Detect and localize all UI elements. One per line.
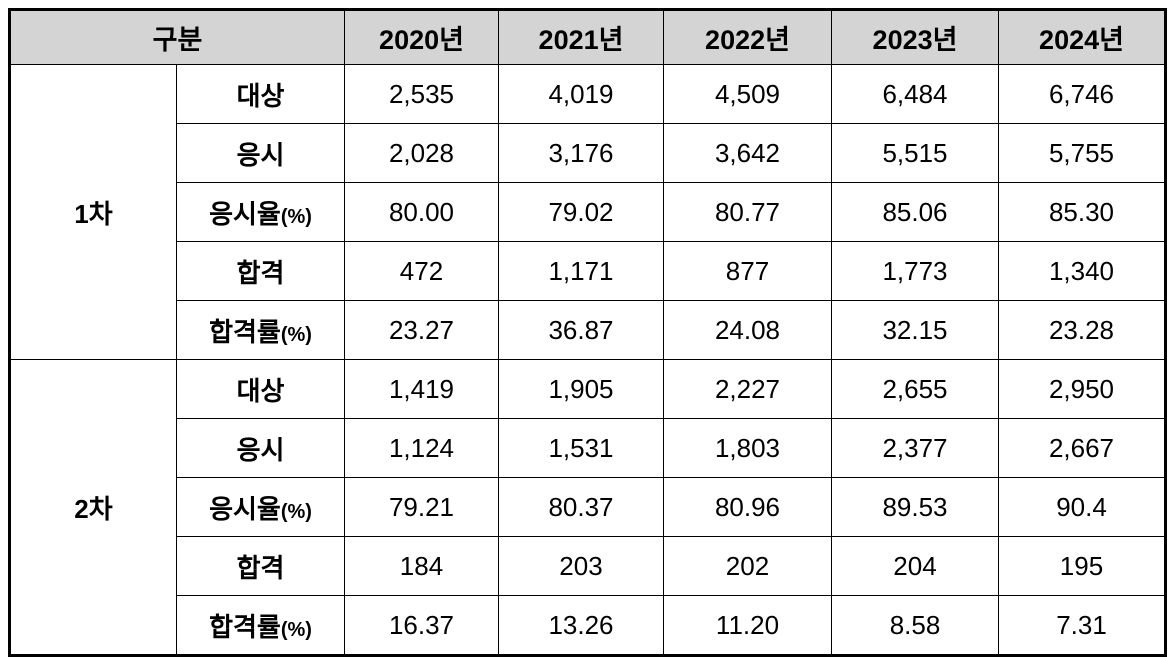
- value-cell: 1,531: [498, 418, 664, 478]
- value-cell: 5,515: [831, 123, 999, 183]
- value-cell: 79.21: [344, 477, 499, 537]
- value-cell: 877: [663, 241, 832, 301]
- value-cell: 3,176: [498, 123, 664, 183]
- row-label-text: 합격률: [209, 316, 281, 347]
- table-row: 1차 대상 2,535 4,019 4,509 6,484 6,746: [9, 64, 1166, 360]
- value-cell: 6,484: [831, 64, 999, 124]
- row-label-text: 응시: [236, 139, 285, 170]
- value-cell: 24.08: [663, 300, 832, 360]
- value-cell: 4,509: [663, 64, 832, 124]
- value-cell: 4,019: [498, 64, 664, 124]
- value-cell: 7.31: [998, 595, 1166, 656]
- section-label: 2차: [9, 359, 177, 656]
- value-cell: 2,377: [831, 418, 999, 478]
- value-cell: 203: [498, 536, 664, 596]
- row-label-text: 대상: [236, 80, 285, 111]
- row-label: 응시율(%): [176, 477, 345, 537]
- value-cell: 202: [663, 536, 832, 596]
- value-cell: 2,227: [663, 359, 832, 419]
- value-cell: 2,655: [831, 359, 999, 419]
- row-label-suffix: (%): [280, 205, 312, 228]
- value-cell: 2,950: [998, 359, 1166, 419]
- value-cell: 11.20: [663, 595, 832, 656]
- header-row: 구분 2020년 2021년 2022년 2023년 2024년: [9, 9, 1166, 65]
- row-label: 합격: [176, 241, 345, 301]
- value-cell: 80.96: [663, 477, 832, 537]
- value-cell: 80.37: [498, 477, 664, 537]
- row-label: 합격: [176, 536, 345, 596]
- row-label-text: 대상: [236, 375, 285, 406]
- value-cell: 472: [344, 241, 499, 301]
- table-row: 합격률(%) 23.27 36.87 24.08 32.15 23.28: [10, 300, 1166, 360]
- table-row: 응시 1,124 1,531 1,803 2,377 2,667: [10, 418, 1166, 478]
- row-label: 합격률(%): [176, 300, 345, 360]
- value-cell: 89.53: [831, 477, 999, 537]
- value-cell: 1,419: [344, 359, 499, 419]
- value-cell: 195: [998, 536, 1166, 596]
- header-year-2022: 2022년: [663, 9, 832, 65]
- value-cell: 2,028: [344, 123, 499, 183]
- value-cell: 36.87: [498, 300, 664, 360]
- header-year-2024: 2024년: [998, 9, 1166, 65]
- value-cell: 80.00: [344, 182, 499, 242]
- row-label-suffix: (%): [280, 500, 312, 523]
- value-cell: 204: [831, 536, 999, 596]
- header-year-2020: 2020년: [344, 9, 499, 65]
- header-year-2021: 2021년: [498, 9, 664, 65]
- value-cell: 79.02: [498, 182, 664, 242]
- value-cell: 13.26: [498, 595, 664, 656]
- value-cell: 85.30: [998, 182, 1166, 242]
- row-label: 합격률(%): [176, 595, 345, 656]
- value-cell: 1,905: [498, 359, 664, 419]
- table-row: 응시율(%) 80.00 79.02 80.77 85.06 85.30: [10, 182, 1166, 242]
- row-label-text: 합격률: [209, 611, 281, 642]
- value-cell: 2,535: [344, 64, 499, 124]
- value-cell: 1,803: [663, 418, 832, 478]
- header-year-2023: 2023년: [831, 9, 999, 65]
- value-cell: 85.06: [831, 182, 999, 242]
- row-label: 대상: [176, 359, 345, 419]
- value-cell: 5,755: [998, 123, 1166, 183]
- value-cell: 6,746: [998, 64, 1166, 124]
- value-cell: 1,171: [498, 241, 664, 301]
- table-row: 합격 472 1,171 877 1,773 1,340: [10, 241, 1166, 301]
- row-label: 응시: [176, 123, 345, 183]
- table-row: 2차 대상 1,419 1,905 2,227 2,655 2,950: [9, 359, 1166, 656]
- table-row: 합격 184 203 202 204 195: [10, 536, 1166, 596]
- row-label-text: 합격: [236, 257, 285, 288]
- value-cell: 1,340: [998, 241, 1166, 301]
- row-label: 대상: [176, 64, 345, 124]
- row-label: 응시: [176, 418, 345, 478]
- table-row: 응시율(%) 79.21 80.37 80.96 89.53 90.4: [10, 477, 1166, 537]
- table-row: 응시 2,028 3,176 3,642 5,515 5,755: [10, 123, 1166, 183]
- row-label-text: 응시율: [209, 198, 281, 229]
- row-label: 응시율(%): [176, 182, 345, 242]
- value-cell: 23.28: [998, 300, 1166, 360]
- value-cell: 23.27: [344, 300, 499, 360]
- row-label-text: 응시: [236, 434, 285, 465]
- row-label-text: 응시율: [209, 493, 281, 524]
- value-cell: 1,124: [344, 418, 499, 478]
- header-gubun: 구분: [9, 9, 345, 65]
- value-cell: 16.37: [344, 595, 499, 656]
- value-cell: 8.58: [831, 595, 999, 656]
- value-cell: 80.77: [663, 182, 832, 242]
- exam-stats-table: 구분 2020년 2021년 2022년 2023년 2024년 1차 대상 2,5…: [8, 8, 1167, 657]
- value-cell: 2,667: [998, 418, 1166, 478]
- value-cell: 3,642: [663, 123, 832, 183]
- value-cell: 1,773: [831, 241, 999, 301]
- table-row: 합격률(%) 16.37 13.26 11.20 8.58 7.31: [10, 595, 1166, 656]
- value-cell: 184: [344, 536, 499, 596]
- row-label-text: 합격: [236, 552, 285, 583]
- section-label: 1차: [9, 64, 177, 360]
- row-label-suffix: (%): [280, 323, 312, 346]
- row-label-suffix: (%): [280, 618, 312, 641]
- value-cell: 90.4: [998, 477, 1166, 537]
- value-cell: 32.15: [831, 300, 999, 360]
